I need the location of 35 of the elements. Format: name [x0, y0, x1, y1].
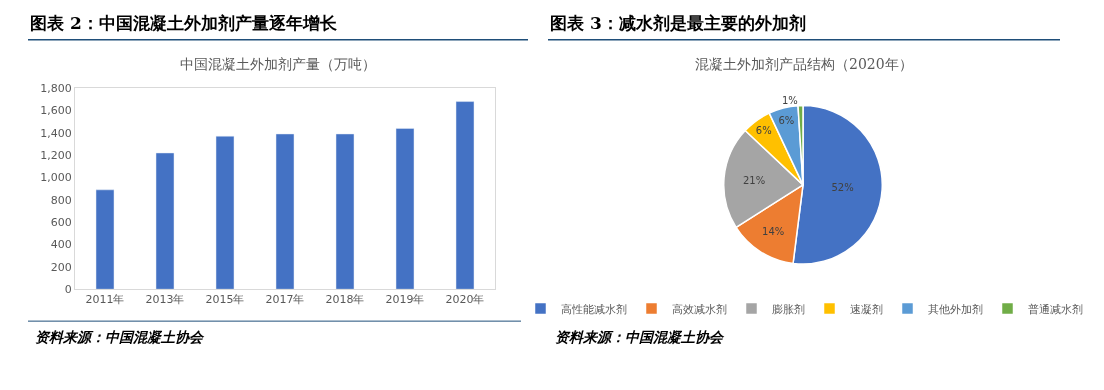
- text: 资料来源：中国混凝土协会: [555, 329, 725, 345]
- x-tick-label: 2013年: [145, 293, 185, 307]
- y-tick-label: 400: [50, 238, 72, 252]
- y-tick-label: 800: [50, 193, 72, 207]
- legend-label: 高性能减水剂: [560, 302, 627, 316]
- y-tick-label: 1,000: [40, 171, 72, 185]
- chart-subtitle: 混凝土外加剂产品结构（2020年）: [695, 56, 913, 72]
- x-tick-label: 2019年: [385, 293, 425, 307]
- x-tick-label: 2015年: [205, 293, 245, 307]
- data-label: 21%: [742, 174, 766, 186]
- data-label: 14%: [762, 226, 785, 238]
- y-tick-label: 1,200: [40, 149, 72, 163]
- legend-label: 速凝剂: [849, 302, 883, 316]
- legend-label: 高效减水剂: [671, 302, 727, 316]
- legend-label: 普通减水剂: [1027, 302, 1083, 316]
- text: 资料来源：中国混凝土协会: [35, 329, 205, 345]
- y-tick-label: 1,400: [40, 126, 72, 140]
- y-tick-label: 1,800: [40, 82, 72, 96]
- legend-label: 其他外加剂: [927, 302, 983, 316]
- y-tick-label: 1,600: [40, 104, 72, 118]
- y-tick-label: 200: [50, 260, 72, 274]
- chart-title: 图表 2：中国混凝土外加剂产量逐年增长: [30, 13, 338, 33]
- x-tick-label: 2018年: [325, 293, 365, 307]
- data-label: 1%: [781, 94, 798, 106]
- data-label: 6%: [755, 125, 772, 137]
- data-label: 6%: [778, 114, 795, 126]
- chart-subtitle: 中国混凝土外加剂产量（万吨）: [180, 56, 376, 72]
- legend-label: 膨胀剂: [771, 302, 805, 316]
- x-tick-label: 2011年: [85, 293, 125, 307]
- chart-title: 图表 3：减水剂是最主要的外加剂: [550, 13, 806, 33]
- data-label: 52%: [831, 181, 854, 193]
- y-tick-label: 600: [50, 216, 72, 230]
- x-tick-label: 2020年: [445, 293, 485, 307]
- y-tick-label: 0: [64, 283, 72, 297]
- x-tick-label: 2017年: [265, 293, 305, 307]
